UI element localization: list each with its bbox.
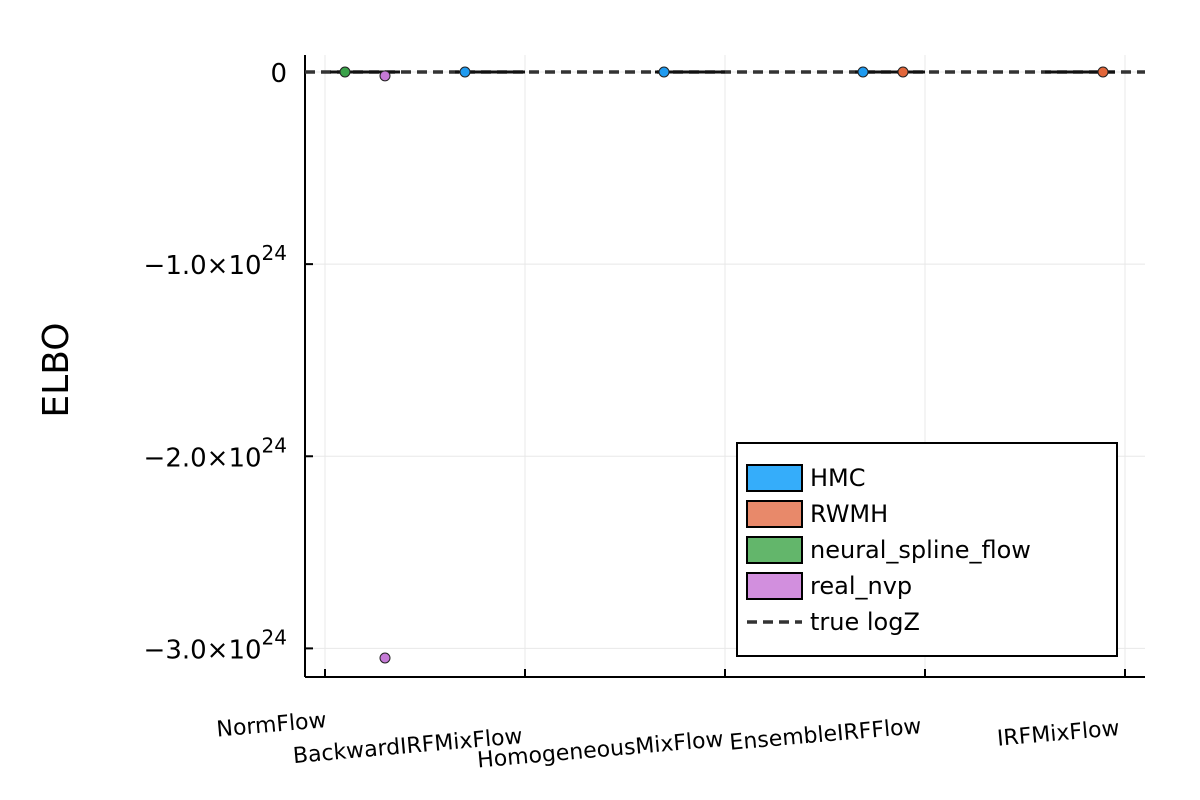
- y-axis-title: ELBO: [36, 322, 77, 417]
- x-tick-label: IRFMixFlow: [996, 716, 1120, 752]
- y-tick-label: −1.0×1024: [144, 241, 287, 281]
- point-real-nvp: [379, 652, 391, 664]
- point-RWMH: [1097, 66, 1109, 78]
- y-tick-label: −3.0×1024: [144, 625, 287, 665]
- legend-label: RWMH: [810, 500, 888, 528]
- point-HMC: [857, 66, 869, 78]
- point-HMC: [658, 66, 670, 78]
- legend-swatch: [746, 464, 803, 492]
- legend-label: true logZ: [810, 608, 920, 636]
- axes: [304, 55, 1145, 678]
- y-tick-labels: 0 −1.0×1024 −2.0×1024 −3.0×1024: [144, 59, 287, 665]
- point-real-nvp: [379, 70, 391, 82]
- x-tick-label: NormFlow: [216, 708, 328, 743]
- y-tick-label: 0: [270, 59, 287, 89]
- legend-label: real_nvp: [810, 572, 912, 600]
- legend-label: neural_spline_flow: [810, 536, 1031, 564]
- legend-swatch: [746, 536, 803, 564]
- point-neural-spline-flow: [339, 66, 351, 78]
- legend-swatch: [746, 572, 803, 600]
- legend-swatch: [746, 500, 803, 528]
- data-points: [339, 66, 1109, 664]
- x-tick-label: EnsembleIRFFlow: [729, 714, 923, 756]
- point-RWMH: [897, 66, 909, 78]
- y-tick-label: −2.0×1024: [144, 433, 287, 473]
- point-HMC: [459, 66, 471, 78]
- legend-label: HMC: [810, 464, 866, 492]
- x-tick-labels: NormFlowBackwardIRFMixFlowHomogeneousMix…: [216, 708, 1121, 773]
